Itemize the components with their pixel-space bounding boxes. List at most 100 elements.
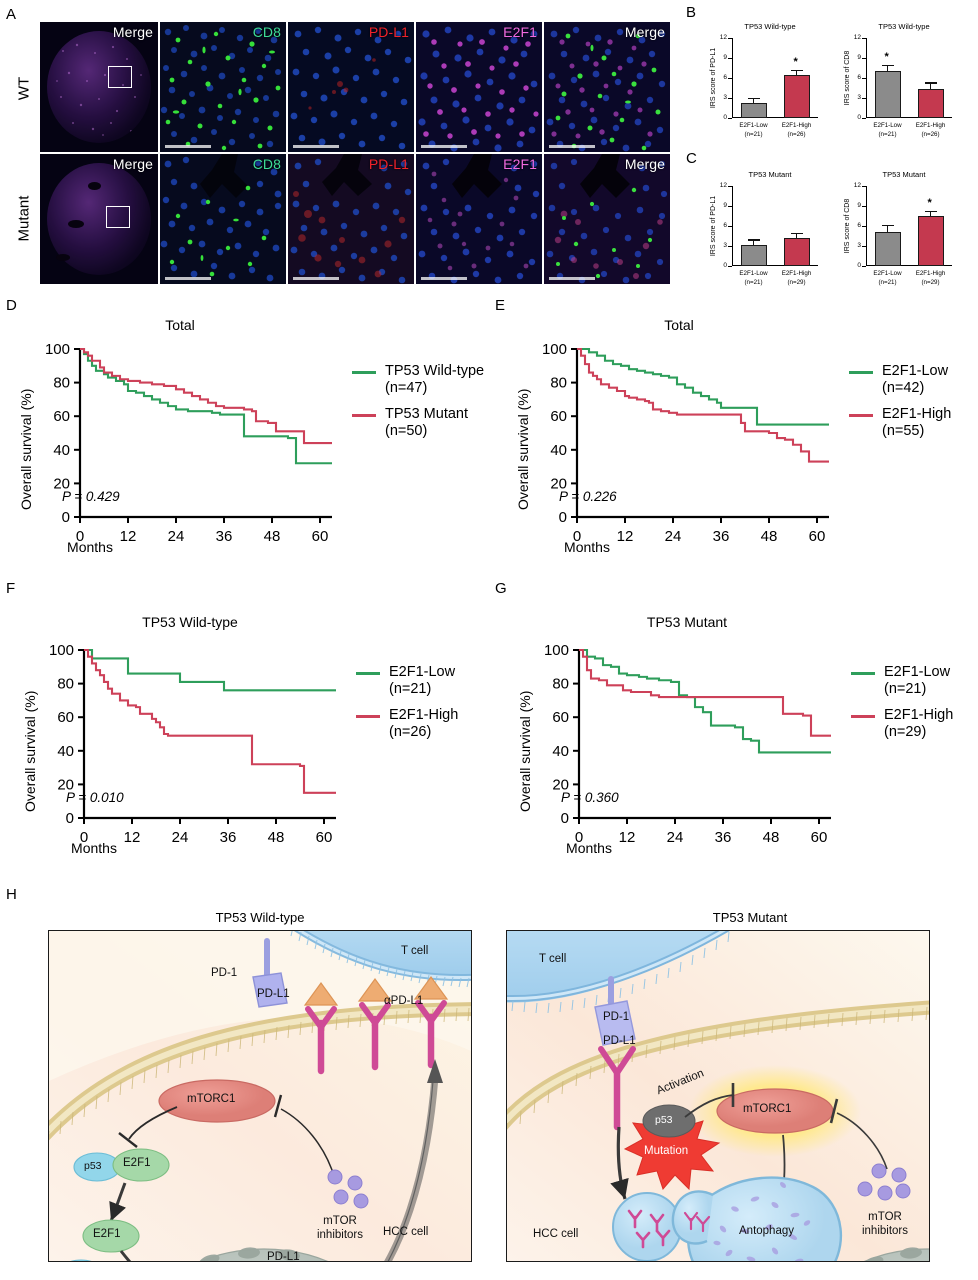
bar-c-pdl1-plot: 0 3 6 9 12 xyxy=(720,182,818,268)
legend-series-name: E2F1-High xyxy=(389,707,459,723)
y-tick-label: 80 xyxy=(552,676,569,693)
label-e2f1-b: E2F1 xyxy=(93,1228,121,1240)
x-tick-label: 48 xyxy=(763,829,780,846)
y-tick xyxy=(862,38,866,40)
autophagy-cargo xyxy=(713,1182,811,1261)
bar-c-cd8-plot: 0 3 6 9 12 * xyxy=(854,182,952,268)
panel-d-ylabel: Overall survival (%) xyxy=(18,388,34,510)
y-tick-label: 0 xyxy=(857,113,861,121)
panel-f-plot: 0 20 40 60 80 100 0 12 24 36 48 60 xyxy=(44,644,342,852)
bar-b-cd8-title: TP53 Wild-type xyxy=(878,22,930,31)
y-tick-label: 80 xyxy=(57,676,74,693)
y-tick-label: 60 xyxy=(53,408,70,425)
micro-label-e2f1: E2F1 xyxy=(503,156,537,172)
bar-b-pdl1-title: TP53 Wild-type xyxy=(744,22,796,31)
bar-chart-b-cd8: TP53 Wild-type IRS score of CD8 0 3 6 9 12 * E2F… xyxy=(834,22,974,146)
micro-field-e2f1 xyxy=(416,22,542,152)
x-category-label: E2F1-High (n=29) xyxy=(915,270,946,286)
x-category-label: E2F1-Low (n=21) xyxy=(873,270,902,286)
x-tick-label: 48 xyxy=(264,528,281,545)
x-tick-label: 48 xyxy=(268,829,285,846)
y-tick xyxy=(862,266,866,268)
panel-d-title: Total xyxy=(165,317,195,333)
x-tick-label: 0 xyxy=(76,528,84,545)
y-tick-label: 40 xyxy=(550,442,567,459)
panel-c-letter: C xyxy=(686,150,697,167)
scale-bar xyxy=(549,277,595,280)
y-tick xyxy=(728,246,732,248)
tissue-core xyxy=(47,31,151,143)
y-tick-label: 0 xyxy=(62,509,70,526)
legend-series-name: E2F1-Low xyxy=(882,363,949,379)
micro-cell-wt-merge-overview: Merge xyxy=(40,22,158,152)
micro-label-pdl1: PD-L1 xyxy=(368,24,409,40)
panel-d-xlabel: Months xyxy=(67,539,113,555)
y-tick xyxy=(728,226,732,228)
x-category-label: E2F1-Low (n=21) xyxy=(739,122,768,138)
panel-g-xlabel: Months xyxy=(566,840,612,856)
panel-g-ylabel: Overall survival (%) xyxy=(517,690,533,812)
mtorc1-node xyxy=(158,1079,276,1123)
panel-g: G TP53 Mutant Overall survival (%) 0 20 40… xyxy=(489,572,978,860)
panel-a-letter: A xyxy=(6,6,17,23)
micro-row-wt: Merge xyxy=(40,22,670,152)
legend-item: E2F1-High (n=55) xyxy=(849,406,951,440)
y-tick-label: 6 xyxy=(723,73,727,81)
y-tick-label: 3 xyxy=(857,93,861,101)
x-tick-label: 36 xyxy=(713,528,730,545)
scale-bar xyxy=(421,277,467,280)
y-tick-label: 20 xyxy=(550,475,567,492)
y-tick-label: 9 xyxy=(857,53,861,61)
panel-e-letter: E xyxy=(495,297,506,314)
error-cap xyxy=(747,239,760,241)
micro-field-pdl1 xyxy=(288,154,414,284)
y-tick-label: 20 xyxy=(53,475,70,492)
legend-label: TP53 Wild-type (n=47) xyxy=(385,363,484,397)
legend-series-n: (n=26) xyxy=(389,724,432,740)
bar-2 xyxy=(783,237,810,266)
label-tcell: T cell xyxy=(401,945,429,957)
km-f-svg: 0 20 40 60 80 100 0 12 24 36 48 60 xyxy=(49,644,336,846)
bar-b-pdl1-ylabel: IRS score of PD-L1 xyxy=(710,47,717,109)
error-cap xyxy=(790,69,803,71)
legend-series-name: E2F1-Low xyxy=(389,664,456,680)
legend-series-n: (n=21) xyxy=(884,681,927,697)
mtor-inhibitor-particles xyxy=(327,1169,369,1209)
y-tick-label: 12 xyxy=(719,181,727,189)
panel-h-right-title: TP53 Mutant xyxy=(712,910,788,925)
x-tick-label: 12 xyxy=(617,528,634,545)
panel-e-pvalue: P = 0.226 xyxy=(559,489,617,504)
micro-label-pdl1: PD-L1 xyxy=(368,156,409,172)
micro-cell-wt-merge: Merge xyxy=(544,22,670,152)
error-bar xyxy=(886,226,889,232)
x-axis xyxy=(866,116,952,118)
pd1-receptor xyxy=(252,938,288,1008)
y-tick-label: 0 xyxy=(723,261,727,269)
panel-h: H TP53 Wild-type TP53 Mutant xyxy=(0,860,978,1280)
legend-series-name: TP53 Mutant xyxy=(385,406,469,422)
micro-cell-wt-cd8: CD8 xyxy=(160,22,286,152)
label-hcc-cell: HCC cell xyxy=(383,1226,429,1238)
label-tcell: T cell xyxy=(539,953,567,965)
endosome xyxy=(612,1192,682,1261)
panel-d-letter: D xyxy=(6,297,17,314)
bar-chart-c-pdl1: TP53 Mutant IRS score of PD-L1 0 3 6 9 12 E2F1-… xyxy=(700,170,840,294)
roi-box xyxy=(108,66,132,88)
legend-line-green xyxy=(356,672,380,675)
panel-c: C TP53 Mutant IRS score of PD-L1 0 3 6 9 12 E2F… xyxy=(686,146,978,294)
legend-line-red xyxy=(851,715,875,718)
panel-h-letter: H xyxy=(6,886,17,903)
bar-1 xyxy=(740,103,767,118)
legend-item: E2F1-High (n=26) xyxy=(356,707,458,741)
micro-cell-mut-pdl1: PD-L1 xyxy=(288,154,414,284)
p53-e2f1-complex xyxy=(73,1148,170,1182)
panel-d-pvalue: P = 0.429 xyxy=(62,489,120,504)
label-mtorc1: mTORC1 xyxy=(187,1093,236,1105)
panel-f-legend: E2F1-Low (n=21) E2F1-High (n=26) xyxy=(356,664,458,750)
panel-g-title: TP53 Mutant xyxy=(646,614,728,630)
legend-series-name: E2F1-Low xyxy=(884,664,951,680)
y-tick-label: 6 xyxy=(723,221,727,229)
legend-label: E2F1-Low (n=21) xyxy=(884,664,950,698)
panel-a-row-label-wt: WT xyxy=(15,76,33,101)
y-tick-label: 100 xyxy=(542,343,567,358)
